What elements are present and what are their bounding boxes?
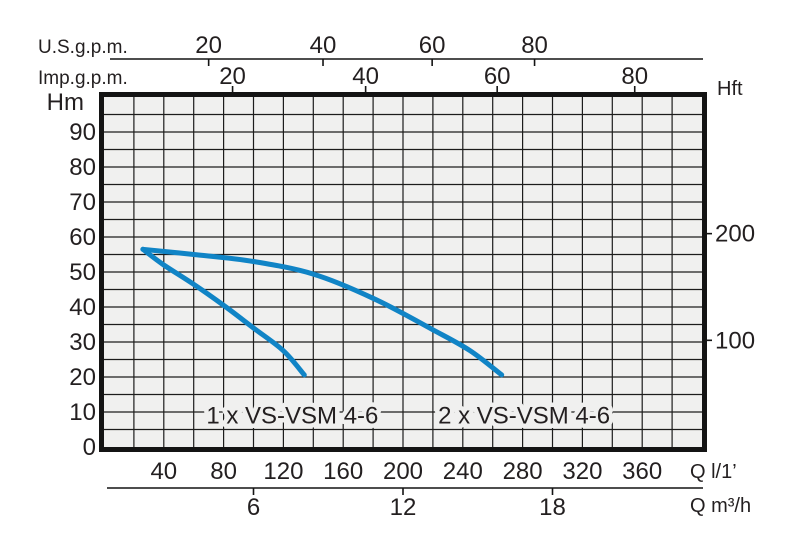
axis-imp-gpm: Imp.g.p.m. 20 40 60 80 <box>38 63 648 94</box>
tick-label-l1: 40 <box>150 458 177 485</box>
tick-label-us-gpm: 60 <box>419 32 446 59</box>
grid <box>104 97 702 447</box>
pump-curve-1x <box>140 246 307 378</box>
tick-label-hm: 20 <box>69 364 96 391</box>
axis-title-imp-gpm: Imp.g.p.m. <box>38 68 128 89</box>
axis-hm: Hm 0 10 20 30 40 50 60 70 80 90 <box>47 89 96 461</box>
tick-label-imp-gpm: 80 <box>621 63 648 90</box>
tick-label-hm: 70 <box>69 189 96 216</box>
axis-title-m3h: Q m³/h <box>690 495 751 517</box>
axis-title-l1: Q l/1’ <box>690 461 737 483</box>
tick-label-hm: 60 <box>69 224 96 251</box>
tick-label-l1: 120 <box>263 458 303 485</box>
tick-label-hm: 10 <box>69 399 96 426</box>
tick-label-l1: 200 <box>383 458 423 485</box>
tick-label-imp-gpm: 60 <box>484 63 511 90</box>
axis-m3h: 6 12 18 Q m³/h <box>107 487 751 521</box>
axis-title-hft: Hft <box>717 78 743 100</box>
tick-label-l1: 360 <box>622 458 662 485</box>
tick-label-m3h: 18 <box>539 494 566 521</box>
tick-label-imp-gpm: 20 <box>219 63 246 90</box>
tick-label-m3h: 6 <box>247 494 260 521</box>
tick-label-l1: 80 <box>210 458 237 485</box>
tick-label-l1: 320 <box>562 458 602 485</box>
tick-label-hm: 40 <box>69 294 96 321</box>
tick-label-imp-gpm: 40 <box>352 63 379 90</box>
tick-label-hm: 50 <box>69 259 96 286</box>
tick-label-l1: 280 <box>503 458 543 485</box>
axis-us-gpm: U.S.g.p.m. 20 40 60 80 <box>38 32 703 66</box>
axis-title-hm: Hm <box>47 89 84 116</box>
curve-label-2x: 2 x VS-VSM 4-6 <box>438 403 610 430</box>
tick-label-us-gpm: 40 <box>310 32 337 59</box>
axis-l1: 40 80 120 160 200 240 280 320 360 Q l/1’ <box>150 458 736 485</box>
tick-label-hm: 80 <box>69 154 96 181</box>
pump-curve-2x <box>140 246 505 378</box>
tick-label-m3h: 12 <box>390 494 417 521</box>
axis-hft: Hft 100 200 <box>705 78 755 354</box>
axis-title-us-gpm: U.S.g.p.m. <box>38 37 128 58</box>
curve-label-1x: 1 x VS-VSM 4-6 <box>206 403 378 430</box>
plot-border <box>99 92 707 452</box>
tick-label-hm: 90 <box>69 119 96 146</box>
tick-label-l1: 160 <box>323 458 363 485</box>
tick-label-hm: 0 <box>83 434 96 461</box>
tick-label-us-gpm: 80 <box>521 32 548 59</box>
tick-label-hft: 200 <box>715 221 755 248</box>
tick-label-hft: 100 <box>715 327 755 354</box>
tick-label-hm: 30 <box>69 329 96 356</box>
tick-label-l1: 240 <box>443 458 483 485</box>
tick-label-us-gpm: 20 <box>195 32 222 59</box>
